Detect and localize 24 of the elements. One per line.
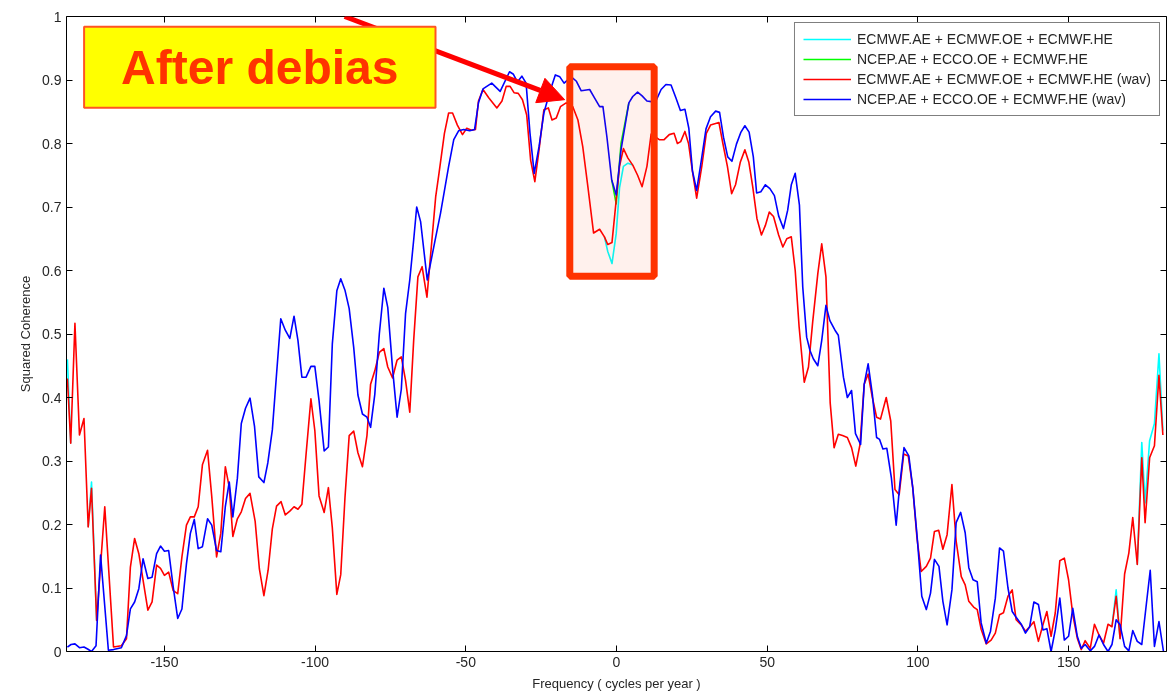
y-tick-label: 0.2: [42, 516, 62, 533]
x-tick-label: 0: [612, 653, 621, 670]
y-axis-title: Squared Coherence: [18, 275, 34, 393]
y-tick-label: 0.1: [42, 580, 62, 596]
y-tick-label: 1: [53, 8, 62, 25]
legend-label: ECMWF.AE + ECMWF.OE + ECMWF.HE: [856, 31, 1113, 47]
y-tick-label: 0.6: [42, 262, 62, 279]
legend-label: NCEP.AE + ECCO.OE + ECMWF.HE: [856, 51, 1088, 67]
x-axis-title: Frequency ( cycles per year ): [532, 675, 701, 691]
x-tick-label: 50: [759, 653, 776, 670]
x-tick-label: 100: [906, 653, 930, 670]
legend-label: NCEP.AE + ECCO.OE + ECMWF.HE (wav): [856, 91, 1126, 107]
y-tick-label: 0.4: [42, 389, 62, 406]
y-tick-label: 0.5: [42, 326, 62, 342]
y-tick-label: 0.3: [42, 453, 62, 469]
legend-label: ECMWF.AE + ECMWF.OE + ECMWF.HE (wav): [856, 71, 1151, 87]
y-tick-label: 0.8: [42, 135, 62, 152]
x-tick-label: -50: [455, 653, 477, 670]
y-tick-label: 0.9: [42, 72, 62, 88]
y-tick-label: 0.7: [42, 199, 62, 215]
annotation: After debias: [121, 40, 399, 94]
x-tick-label: -150: [150, 653, 179, 670]
x-tick-label: 150: [1056, 653, 1081, 670]
x-tick-label: -100: [301, 653, 330, 670]
